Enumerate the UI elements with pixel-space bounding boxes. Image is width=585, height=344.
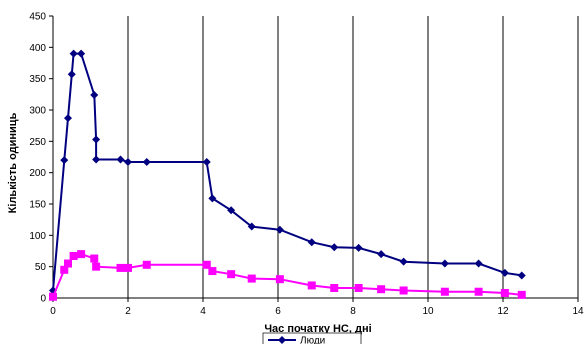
series-line — [52, 52, 522, 291]
data-point — [124, 263, 132, 272]
data-series — [49, 49, 526, 301]
data-point — [440, 287, 449, 296]
legend-label: Люди — [300, 336, 325, 344]
x-tick-label: 14 — [572, 306, 584, 317]
y-tick-label: 300 — [29, 106, 46, 117]
data-point — [227, 206, 236, 215]
legend-marker-diamond-icon — [278, 336, 286, 344]
data-point — [60, 156, 69, 165]
data-point — [77, 250, 86, 259]
data-point — [330, 283, 339, 292]
x-axis-title: Час початку НС, дні — [264, 323, 371, 335]
data-point — [354, 283, 363, 292]
data-point — [440, 259, 449, 268]
data-point — [247, 222, 256, 231]
data-point — [142, 158, 151, 167]
data-point — [90, 254, 99, 263]
x-tick-label: 10 — [422, 306, 434, 317]
data-point — [116, 263, 125, 272]
y-tick-label: 450 — [29, 12, 46, 23]
data-point — [399, 286, 408, 295]
data-point — [307, 238, 316, 247]
data-point — [399, 257, 408, 266]
y-tick-label: 200 — [29, 168, 46, 179]
data-point — [307, 281, 316, 290]
series-2 — [49, 250, 526, 301]
data-point — [92, 155, 101, 164]
data-point — [60, 265, 69, 274]
data-point — [247, 274, 256, 283]
y-tick-label: 50 — [35, 262, 47, 273]
y-tick-label: 400 — [29, 43, 46, 54]
data-point — [67, 70, 76, 79]
y-axis-title: Кількість одиниць — [7, 112, 19, 213]
data-point — [377, 285, 386, 294]
data-point — [500, 288, 509, 297]
x-tick-label: 0 — [50, 306, 56, 317]
y-tick-label: 250 — [29, 137, 46, 148]
data-point — [77, 49, 86, 58]
data-point — [69, 49, 78, 58]
data-point — [227, 270, 236, 279]
data-point — [90, 90, 99, 99]
data-point — [275, 275, 284, 284]
data-point — [377, 250, 386, 259]
data-point — [142, 260, 151, 269]
legend-box — [262, 332, 362, 344]
axes — [49, 15, 579, 302]
data-point — [64, 114, 72, 123]
data-point — [330, 243, 339, 252]
data-point — [517, 290, 526, 299]
y-tick-label: 350 — [29, 74, 46, 85]
data-point — [49, 292, 57, 301]
data-point — [202, 158, 211, 167]
data-point — [124, 158, 132, 167]
data-point — [69, 252, 78, 261]
data-point — [92, 135, 101, 144]
data-point — [92, 262, 101, 271]
data-point — [116, 155, 125, 164]
x-tick-label: 6 — [275, 306, 281, 317]
data-point — [517, 271, 526, 280]
y-tick-label: 0 — [40, 294, 46, 305]
data-point — [354, 243, 363, 252]
x-tick-label: 8 — [350, 306, 356, 317]
series-1 — [49, 49, 526, 295]
data-point — [275, 225, 284, 234]
data-point — [64, 259, 72, 268]
data-point — [474, 259, 483, 268]
tick-labels: 0 50 100 150 200 250 300 350 400 450 0 2 4 6 8 10 12 14 — [29, 12, 584, 318]
y-tick-label: 100 — [29, 231, 46, 242]
x-tick-label: 2 — [125, 306, 131, 317]
x-tick-label: 4 — [200, 306, 206, 317]
legend: Люди — [262, 332, 362, 344]
data-point — [208, 267, 217, 276]
data-point — [474, 287, 483, 296]
data-point — [202, 260, 211, 269]
y-tick-label: 150 — [29, 200, 46, 211]
data-point — [500, 268, 509, 277]
data-point — [208, 194, 217, 203]
series-line — [52, 253, 522, 298]
grid-lines — [127, 16, 579, 298]
x-tick-label: 12 — [497, 306, 509, 317]
